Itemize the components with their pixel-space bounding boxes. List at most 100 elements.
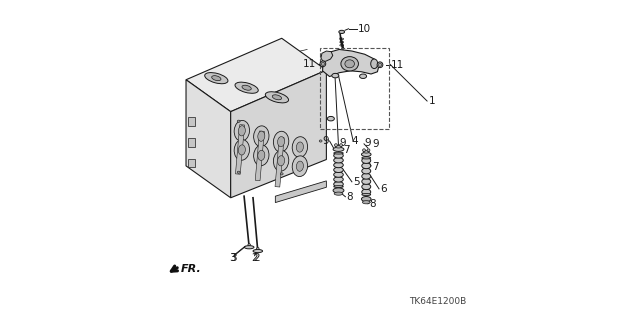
Text: 7: 7 <box>372 161 379 172</box>
Text: 6: 6 <box>380 184 387 195</box>
Ellipse shape <box>364 151 369 153</box>
Polygon shape <box>186 80 230 198</box>
Ellipse shape <box>362 197 371 202</box>
Polygon shape <box>323 49 379 77</box>
Polygon shape <box>186 38 326 112</box>
Ellipse shape <box>266 92 289 103</box>
Ellipse shape <box>341 57 358 71</box>
Ellipse shape <box>234 121 250 141</box>
Ellipse shape <box>234 140 250 160</box>
Ellipse shape <box>362 179 371 184</box>
Ellipse shape <box>363 149 365 152</box>
Ellipse shape <box>362 173 371 179</box>
Ellipse shape <box>362 201 370 204</box>
Polygon shape <box>230 70 326 198</box>
Ellipse shape <box>367 149 370 152</box>
Bar <box>188 159 195 167</box>
Text: FR.: FR. <box>181 263 202 274</box>
Text: 2: 2 <box>253 253 259 263</box>
Ellipse shape <box>248 244 250 246</box>
Ellipse shape <box>273 151 289 171</box>
Ellipse shape <box>280 173 283 175</box>
Ellipse shape <box>257 248 259 249</box>
Ellipse shape <box>335 145 342 148</box>
Text: 9: 9 <box>365 137 371 148</box>
Ellipse shape <box>333 186 343 188</box>
Polygon shape <box>321 51 333 61</box>
Ellipse shape <box>273 131 289 152</box>
Text: 7: 7 <box>343 145 350 155</box>
Ellipse shape <box>371 59 378 69</box>
Ellipse shape <box>362 163 371 169</box>
Text: 11: 11 <box>303 59 316 69</box>
Text: 4: 4 <box>352 136 358 146</box>
Ellipse shape <box>278 156 285 166</box>
Ellipse shape <box>237 120 240 122</box>
Ellipse shape <box>335 144 337 146</box>
Ellipse shape <box>242 85 252 90</box>
Ellipse shape <box>292 156 308 176</box>
Text: 11: 11 <box>391 60 404 70</box>
Ellipse shape <box>340 144 342 146</box>
Ellipse shape <box>235 82 259 93</box>
Ellipse shape <box>320 61 326 67</box>
Text: 5: 5 <box>353 177 360 188</box>
Ellipse shape <box>296 142 303 152</box>
Text: 10: 10 <box>358 24 371 34</box>
Ellipse shape <box>333 188 344 193</box>
Ellipse shape <box>296 161 303 171</box>
Text: 9: 9 <box>339 137 346 148</box>
Ellipse shape <box>362 168 371 174</box>
Ellipse shape <box>278 137 285 147</box>
Ellipse shape <box>292 137 308 157</box>
Text: 9: 9 <box>372 139 380 149</box>
Ellipse shape <box>332 73 339 78</box>
Ellipse shape <box>378 63 381 66</box>
Ellipse shape <box>333 162 343 168</box>
Text: 3: 3 <box>229 253 236 263</box>
Ellipse shape <box>253 249 262 253</box>
Text: 3: 3 <box>230 253 237 263</box>
Ellipse shape <box>321 62 324 65</box>
Ellipse shape <box>334 192 343 195</box>
Ellipse shape <box>212 76 221 81</box>
Ellipse shape <box>377 62 383 68</box>
Ellipse shape <box>253 145 269 166</box>
Ellipse shape <box>362 157 371 159</box>
Ellipse shape <box>238 145 245 155</box>
Ellipse shape <box>333 172 343 177</box>
Ellipse shape <box>327 116 334 121</box>
Text: 9: 9 <box>322 136 328 146</box>
Ellipse shape <box>362 194 371 196</box>
Ellipse shape <box>333 167 343 173</box>
Text: 4: 4 <box>334 155 341 165</box>
Ellipse shape <box>253 126 269 146</box>
Text: 8: 8 <box>369 199 376 209</box>
Ellipse shape <box>362 189 371 195</box>
Ellipse shape <box>333 182 343 187</box>
Ellipse shape <box>333 177 343 182</box>
Ellipse shape <box>272 95 282 100</box>
Text: 8: 8 <box>346 192 353 202</box>
Bar <box>236 125 244 174</box>
Ellipse shape <box>319 140 322 142</box>
Ellipse shape <box>362 152 371 156</box>
Ellipse shape <box>238 126 245 136</box>
Bar <box>188 117 195 126</box>
Ellipse shape <box>258 131 265 141</box>
Ellipse shape <box>244 246 254 249</box>
Ellipse shape <box>333 153 343 158</box>
Text: TK64E1200B: TK64E1200B <box>410 297 467 306</box>
Ellipse shape <box>333 152 343 154</box>
Ellipse shape <box>333 158 343 163</box>
Ellipse shape <box>362 184 371 189</box>
Bar <box>255 131 264 181</box>
Ellipse shape <box>360 74 367 78</box>
Ellipse shape <box>237 171 240 174</box>
Ellipse shape <box>339 30 344 33</box>
Ellipse shape <box>205 73 228 84</box>
Bar <box>275 137 284 187</box>
Ellipse shape <box>258 150 265 160</box>
Ellipse shape <box>345 60 355 68</box>
Bar <box>188 138 195 147</box>
